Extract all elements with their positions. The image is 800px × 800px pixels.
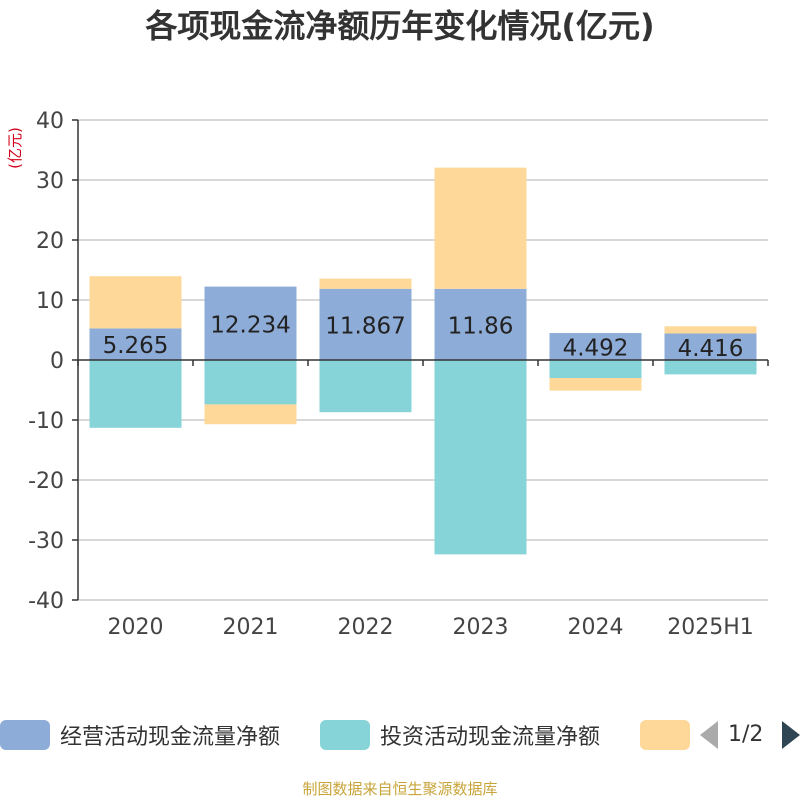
x-tick-label: 2022 <box>338 615 394 640</box>
data-label: 11.86 <box>448 313 514 339</box>
legend-label-operating: 经营活动现金流量净额 <box>60 725 281 750</box>
y-axis-unit-label: (亿元) <box>6 127 24 169</box>
bar-series-0-2024 <box>549 333 642 360</box>
label-layer: 5.265 12.234 11.867 11.86 4.492 4.416 <box>103 312 744 361</box>
bar-series-1-2022 <box>319 360 412 413</box>
bar-layer <box>89 167 757 555</box>
bar-series-1-2020 <box>89 360 182 428</box>
y-tick-label: 40 <box>36 109 64 134</box>
bar-series-0-2023 <box>434 288 527 360</box>
legend-label-investing: 投资活动现金流量净额 <box>380 725 601 750</box>
legend-item-financing[interactable] <box>640 719 690 751</box>
y-tick-label: -40 <box>28 589 64 614</box>
legend-swatch-operating <box>0 720 50 750</box>
y-tick-label: 0 <box>50 349 64 374</box>
legend-next-page-icon[interactable] <box>782 721 800 749</box>
bar-series-0-2021 <box>204 286 297 360</box>
data-label: 5.265 <box>103 333 169 359</box>
source-note: 制图数据来自恒生聚源数据库 <box>302 780 498 798</box>
legend-prev-page-icon[interactable] <box>700 721 718 749</box>
bar-series-2-2024 <box>549 378 642 391</box>
bar-series-2-2023 <box>434 167 527 289</box>
chart-title: 各项现金流净额历年变化情况(亿元) <box>145 7 655 45</box>
y-tick-label: 10 <box>36 289 64 314</box>
x-tick-label: 2020 <box>108 615 164 640</box>
data-label: 12.234 <box>210 312 290 338</box>
x-tick-label: 2021 <box>223 615 279 640</box>
bar-series-2-2022 <box>319 278 412 289</box>
y-tick-label: -10 <box>28 409 64 434</box>
bar-series-0-2022 <box>319 288 412 360</box>
bar-series-2-2021 <box>204 404 297 425</box>
data-label: 4.416 <box>678 336 744 362</box>
bar-series-1-2025H1 <box>664 360 757 375</box>
legend-page-indicator: 1/2 <box>728 722 764 747</box>
bar-series-1-2023 <box>434 360 527 555</box>
x-tick-label: 2025H1 <box>667 615 754 640</box>
data-label: 11.867 <box>325 313 405 339</box>
x-tick-label: 2024 <box>568 615 624 640</box>
chart-plot: 40 30 20 10 0 -10 -20 -30 -40 (亿元) 2020 2021 2022 202… <box>6 109 769 640</box>
legend: 经营活动现金流量净额 投资活动现金流量净额 1/2 <box>0 715 800 755</box>
bar-series-0-2020 <box>89 328 182 360</box>
legend-swatch-financing <box>640 720 690 750</box>
bar-series-1-2024 <box>549 360 642 378</box>
y-tick-label: 30 <box>36 169 64 194</box>
legend-item-investing[interactable]: 投资活动现金流量净额 <box>320 719 600 751</box>
x-tick-label: 2023 <box>453 615 509 640</box>
axis-layer: 40 30 20 10 0 -10 -20 -30 -40 (亿元) 2020 2021 2022 202… <box>6 109 769 640</box>
bar-series-1-2021 <box>204 360 297 405</box>
data-label: 4.492 <box>563 336 629 362</box>
y-tick-label: -20 <box>28 469 64 494</box>
legend-swatch-investing <box>320 720 370 750</box>
legend-item-operating[interactable]: 经营活动现金流量净额 <box>0 719 280 751</box>
bar-series-2-2020 <box>89 276 182 329</box>
bar-series-2-2025H1 <box>664 326 757 334</box>
grid-layer <box>78 119 768 601</box>
y-tick-label: -30 <box>28 529 64 554</box>
bar-series-0-2025H1 <box>664 333 757 360</box>
y-tick-label: 20 <box>36 229 64 254</box>
